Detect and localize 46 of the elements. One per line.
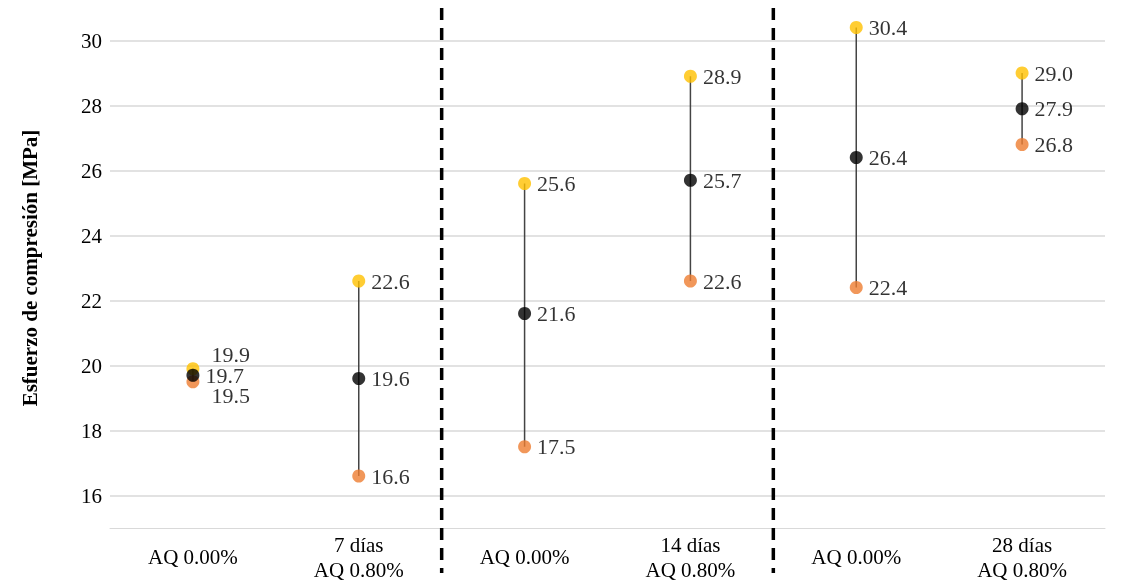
point bbox=[683, 173, 697, 187]
x-tick-label: 7 días AQ 0.80% bbox=[313, 532, 404, 582]
point bbox=[683, 69, 697, 83]
y-tick-label: 24 bbox=[81, 223, 103, 248]
y-tick-label: 18 bbox=[81, 418, 102, 443]
point bbox=[683, 274, 697, 288]
data-label: 22.6 bbox=[371, 268, 410, 294]
y-axis-title: Esfuerzo de compresión [MPa] bbox=[17, 129, 42, 407]
data-label: 26.8 bbox=[1034, 132, 1074, 157]
point bbox=[1015, 66, 1029, 80]
point bbox=[352, 372, 366, 385]
point bbox=[352, 469, 366, 483]
y-tick-label: 30 bbox=[81, 28, 102, 53]
x-tick-label: AQ 0.00% bbox=[811, 545, 902, 569]
point bbox=[1015, 102, 1029, 116]
data-label: 21.6 bbox=[537, 301, 576, 326]
data-label: 22.4 bbox=[868, 275, 908, 300]
point bbox=[518, 307, 532, 320]
x-tick-label: AQ 0.00% bbox=[479, 545, 570, 569]
data-label: 30.4 bbox=[868, 15, 908, 40]
point bbox=[186, 368, 200, 382]
point bbox=[849, 281, 863, 294]
point bbox=[518, 177, 532, 190]
y-tick-label: 16 bbox=[81, 483, 102, 508]
data-label: 16.6 bbox=[371, 463, 410, 489]
point bbox=[849, 21, 863, 34]
x-tick-label: AQ 0.00% bbox=[148, 545, 238, 569]
y-tick-label: 28 bbox=[81, 93, 102, 118]
y-tick-label: 22 bbox=[81, 288, 102, 313]
data-label: 22.6 bbox=[702, 268, 742, 294]
data-label: 17.5 bbox=[537, 434, 576, 460]
data-label: 27.9 bbox=[1034, 96, 1074, 122]
y-tick-label: 26 bbox=[81, 158, 102, 183]
x-tick-label: 14 días AQ 0.80% bbox=[645, 532, 736, 582]
point bbox=[1015, 138, 1029, 151]
data-label: 25.6 bbox=[537, 171, 576, 196]
y-tick-label: 20 bbox=[81, 353, 102, 378]
data-label: 29.0 bbox=[1034, 60, 1074, 86]
point bbox=[518, 440, 532, 454]
data-label: 19.6 bbox=[371, 366, 410, 391]
data-label: 25.7 bbox=[702, 167, 742, 193]
point bbox=[849, 151, 863, 164]
x-tick-label: 28 días AQ 0.80% bbox=[977, 532, 1067, 582]
data-label: 26.4 bbox=[868, 145, 908, 170]
data-label: 28.9 bbox=[702, 63, 742, 89]
point bbox=[352, 274, 366, 288]
